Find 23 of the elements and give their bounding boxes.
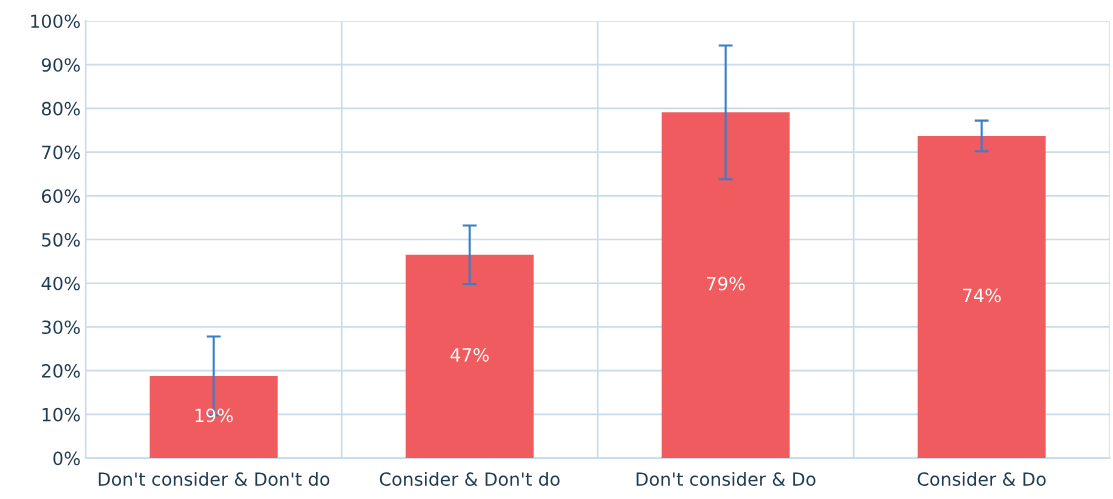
data-label: 74% <box>963 288 1001 303</box>
data-label: 79% <box>707 276 745 291</box>
data-label: 47% <box>450 348 489 362</box>
bar <box>661 112 790 459</box>
y-tick-label: 0% <box>53 451 80 466</box>
y-tick-label: 100% <box>31 14 80 29</box>
y-tick-label: 90% <box>41 58 80 72</box>
bar <box>149 375 278 459</box>
y-tick-label: 80% <box>41 101 80 116</box>
bar <box>405 254 534 459</box>
x-tick-label: Don't consider & Do <box>636 471 816 486</box>
y-tick-label: 30% <box>42 320 80 335</box>
y-tick-label: 60% <box>41 189 80 203</box>
x-tick-label: Consider & Don't do <box>379 471 560 486</box>
bar <box>917 135 1046 459</box>
y-tick-label: 70% <box>42 145 80 160</box>
y-tick-label: 50% <box>42 232 80 247</box>
x-tick-label: Consider & Do <box>917 471 1046 486</box>
y-tick-label: 20% <box>42 364 80 378</box>
y-tick-label: 40% <box>41 276 80 291</box>
data-label: 19% <box>195 408 233 423</box>
y-tick-label: 10% <box>42 407 80 422</box>
x-tick-label: Don't consider & Don't do <box>98 471 330 486</box>
